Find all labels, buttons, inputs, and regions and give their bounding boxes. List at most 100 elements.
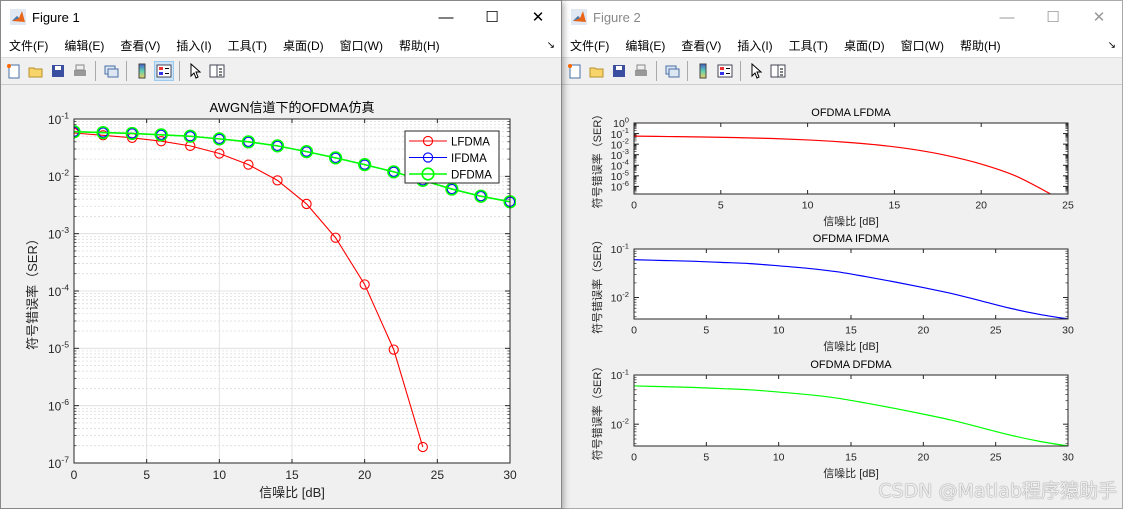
- svg-text:10-4: 10-4: [48, 282, 69, 298]
- separator: [740, 61, 741, 81]
- svg-text:10-2: 10-2: [611, 137, 629, 152]
- menu-edit[interactable]: 编辑(E): [625, 38, 666, 53]
- minimize-button[interactable]: —: [438, 8, 454, 26]
- svg-text:10: 10: [802, 200, 814, 212]
- toolbar: [1, 58, 561, 85]
- svg-text:0: 0: [631, 325, 637, 337]
- svg-text:10-1: 10-1: [48, 110, 69, 126]
- matlab-logo-icon: [10, 9, 26, 25]
- colorbar-icon[interactable]: [132, 61, 152, 81]
- separator: [95, 61, 96, 81]
- menu-edit[interactable]: 编辑(E): [64, 38, 105, 53]
- subplots-area: 0 5 10 15 20 2510-610-510-410-310-210-1100OFD…: [590, 107, 1074, 480]
- svg-text:20: 20: [358, 468, 372, 482]
- svg-text:15: 15: [845, 452, 857, 464]
- svg-text:0: 0: [631, 200, 637, 212]
- svg-text:10: 10: [773, 452, 785, 464]
- menu-file[interactable]: 文件(F): [9, 38, 49, 53]
- open-file-icon[interactable]: [587, 61, 607, 81]
- separator: [126, 61, 127, 81]
- axes-main[interactable]: 0 5 10 15 20 25 30 10-7 10-6 10-5 10-4 10-3 10-2 10-1…: [25, 100, 517, 500]
- colorbar-icon[interactable]: [693, 61, 713, 81]
- menu-tools[interactable]: 工具(T): [227, 38, 267, 53]
- legend-icon[interactable]: [715, 61, 735, 81]
- svg-text:20: 20: [917, 325, 929, 337]
- svg-text:10: 10: [213, 468, 227, 482]
- maximize-button[interactable]: ☐: [1046, 9, 1060, 26]
- menu-insert[interactable]: 插入(I): [176, 38, 212, 53]
- svg-text:15: 15: [285, 468, 299, 482]
- figure-1-window[interactable]: Figure 1 — ☐ ✕ 文件(F) 编辑(E) 查看(V) 插入(I) 工…: [0, 0, 562, 509]
- menu-insert[interactable]: 插入(I): [737, 38, 773, 53]
- plot-title: OFDMA DFDMA: [810, 359, 892, 371]
- x-axis-label: 信噪比 [dB]: [823, 467, 879, 480]
- x-axis-label: 信噪比 [dB]: [823, 215, 879, 228]
- svg-text:5: 5: [703, 452, 709, 464]
- print-icon[interactable]: [70, 61, 90, 81]
- svg-text:0: 0: [631, 452, 637, 464]
- svg-text:25: 25: [990, 452, 1002, 464]
- separator: [179, 61, 180, 81]
- dock-icon[interactable]: ↘: [1107, 39, 1116, 51]
- svg-text:10-4: 10-4: [611, 158, 629, 173]
- legend-icon[interactable]: [154, 61, 174, 81]
- plot-title: AWGN信道下的OFDMA仿真: [210, 100, 375, 115]
- svg-text:10-2: 10-2: [611, 417, 629, 432]
- y-axis-label: 符号错误率（SER）: [590, 234, 604, 334]
- pointer-icon[interactable]: [185, 61, 205, 81]
- y-axis-label: 符号错误率（SER）: [590, 109, 604, 209]
- menu-desktop[interactable]: 桌面(D): [282, 38, 324, 53]
- subplot-ifdma[interactable]: 0 5 10 15 20 25 30 10-2 10-1 OFDMA IFDMA 信噪比 [dB] 符…: [590, 233, 1074, 353]
- series-lfdma: [634, 135, 1051, 194]
- menu-view[interactable]: 查看(V): [681, 38, 722, 53]
- legend-entry-dfdma: DFDMA: [451, 170, 492, 182]
- subplot-dfdma[interactable]: 0 5 10 15 20 25 30 10-2 10-1 OFDMA DFDMA 信噪比 [dB] 符…: [590, 359, 1074, 480]
- menu-window[interactable]: 窗口(W): [339, 38, 383, 53]
- menu-view[interactable]: 查看(V): [120, 38, 161, 53]
- save-icon[interactable]: [48, 61, 68, 81]
- menu-file[interactable]: 文件(F): [570, 38, 610, 53]
- series-ifdma: [634, 259, 1069, 319]
- svg-text:25: 25: [990, 325, 1002, 337]
- svg-text:10-1: 10-1: [611, 126, 629, 141]
- link-plot-icon[interactable]: [662, 61, 682, 81]
- title-bar[interactable]: Figure 2 — ☐ ✕: [562, 1, 1122, 33]
- title-bar[interactable]: Figure 1 — ☐ ✕: [1, 1, 561, 33]
- menu-help[interactable]: 帮助(H): [398, 38, 440, 53]
- menu-window[interactable]: 窗口(W): [900, 38, 944, 53]
- main-plot[interactable]: 0 5 10 15 20 25 30 10-7 10-6 10-5 10-4 10-3 10-2 10-1…: [1, 85, 561, 509]
- menu-bar: 文件(F) 编辑(E) 查看(V) 插入(I) 工具(T) 桌面(D) 窗口(W…: [562, 33, 1122, 58]
- svg-text:10-3: 10-3: [611, 147, 629, 162]
- figure-2-window[interactable]: Figure 2 — ☐ ✕ 文件(F) 编辑(E) 查看(V) 插入(I) 工…: [561, 0, 1123, 509]
- new-figure-icon[interactable]: [4, 61, 24, 81]
- plot-title: OFDMA IFDMA: [813, 233, 890, 245]
- property-editor-icon[interactable]: [768, 61, 788, 81]
- legend-entry-ifdma: IFDMA: [451, 153, 487, 165]
- legend[interactable]: LFDMA IFDMA DFDMA: [404, 130, 500, 184]
- svg-text:10-5: 10-5: [611, 168, 629, 183]
- print-icon[interactable]: [631, 61, 651, 81]
- svg-text:5: 5: [143, 468, 150, 482]
- plot-title: OFDMA LFDMA: [811, 107, 891, 119]
- close-button[interactable]: ✕: [1092, 9, 1106, 26]
- link-plot-icon[interactable]: [101, 61, 121, 81]
- menu-help[interactable]: 帮助(H): [959, 38, 1001, 53]
- minimize-button[interactable]: —: [999, 8, 1015, 26]
- menu-desktop[interactable]: 桌面(D): [843, 38, 885, 53]
- property-editor-icon[interactable]: [207, 61, 227, 81]
- svg-text:15: 15: [889, 200, 901, 212]
- pointer-icon[interactable]: [746, 61, 766, 81]
- open-file-icon[interactable]: [26, 61, 46, 81]
- toolbar: [562, 58, 1122, 85]
- maximize-button[interactable]: ☐: [485, 9, 499, 26]
- save-icon[interactable]: [609, 61, 629, 81]
- separator: [687, 61, 688, 81]
- svg-text:10-2: 10-2: [611, 290, 629, 305]
- svg-text:0: 0: [71, 468, 78, 482]
- menu-tools[interactable]: 工具(T): [788, 38, 828, 53]
- legend-entry-lfdma: LFDMA: [451, 137, 490, 149]
- close-button[interactable]: ✕: [531, 9, 545, 26]
- dock-icon[interactable]: ↘: [546, 39, 555, 51]
- new-figure-icon[interactable]: [565, 61, 585, 81]
